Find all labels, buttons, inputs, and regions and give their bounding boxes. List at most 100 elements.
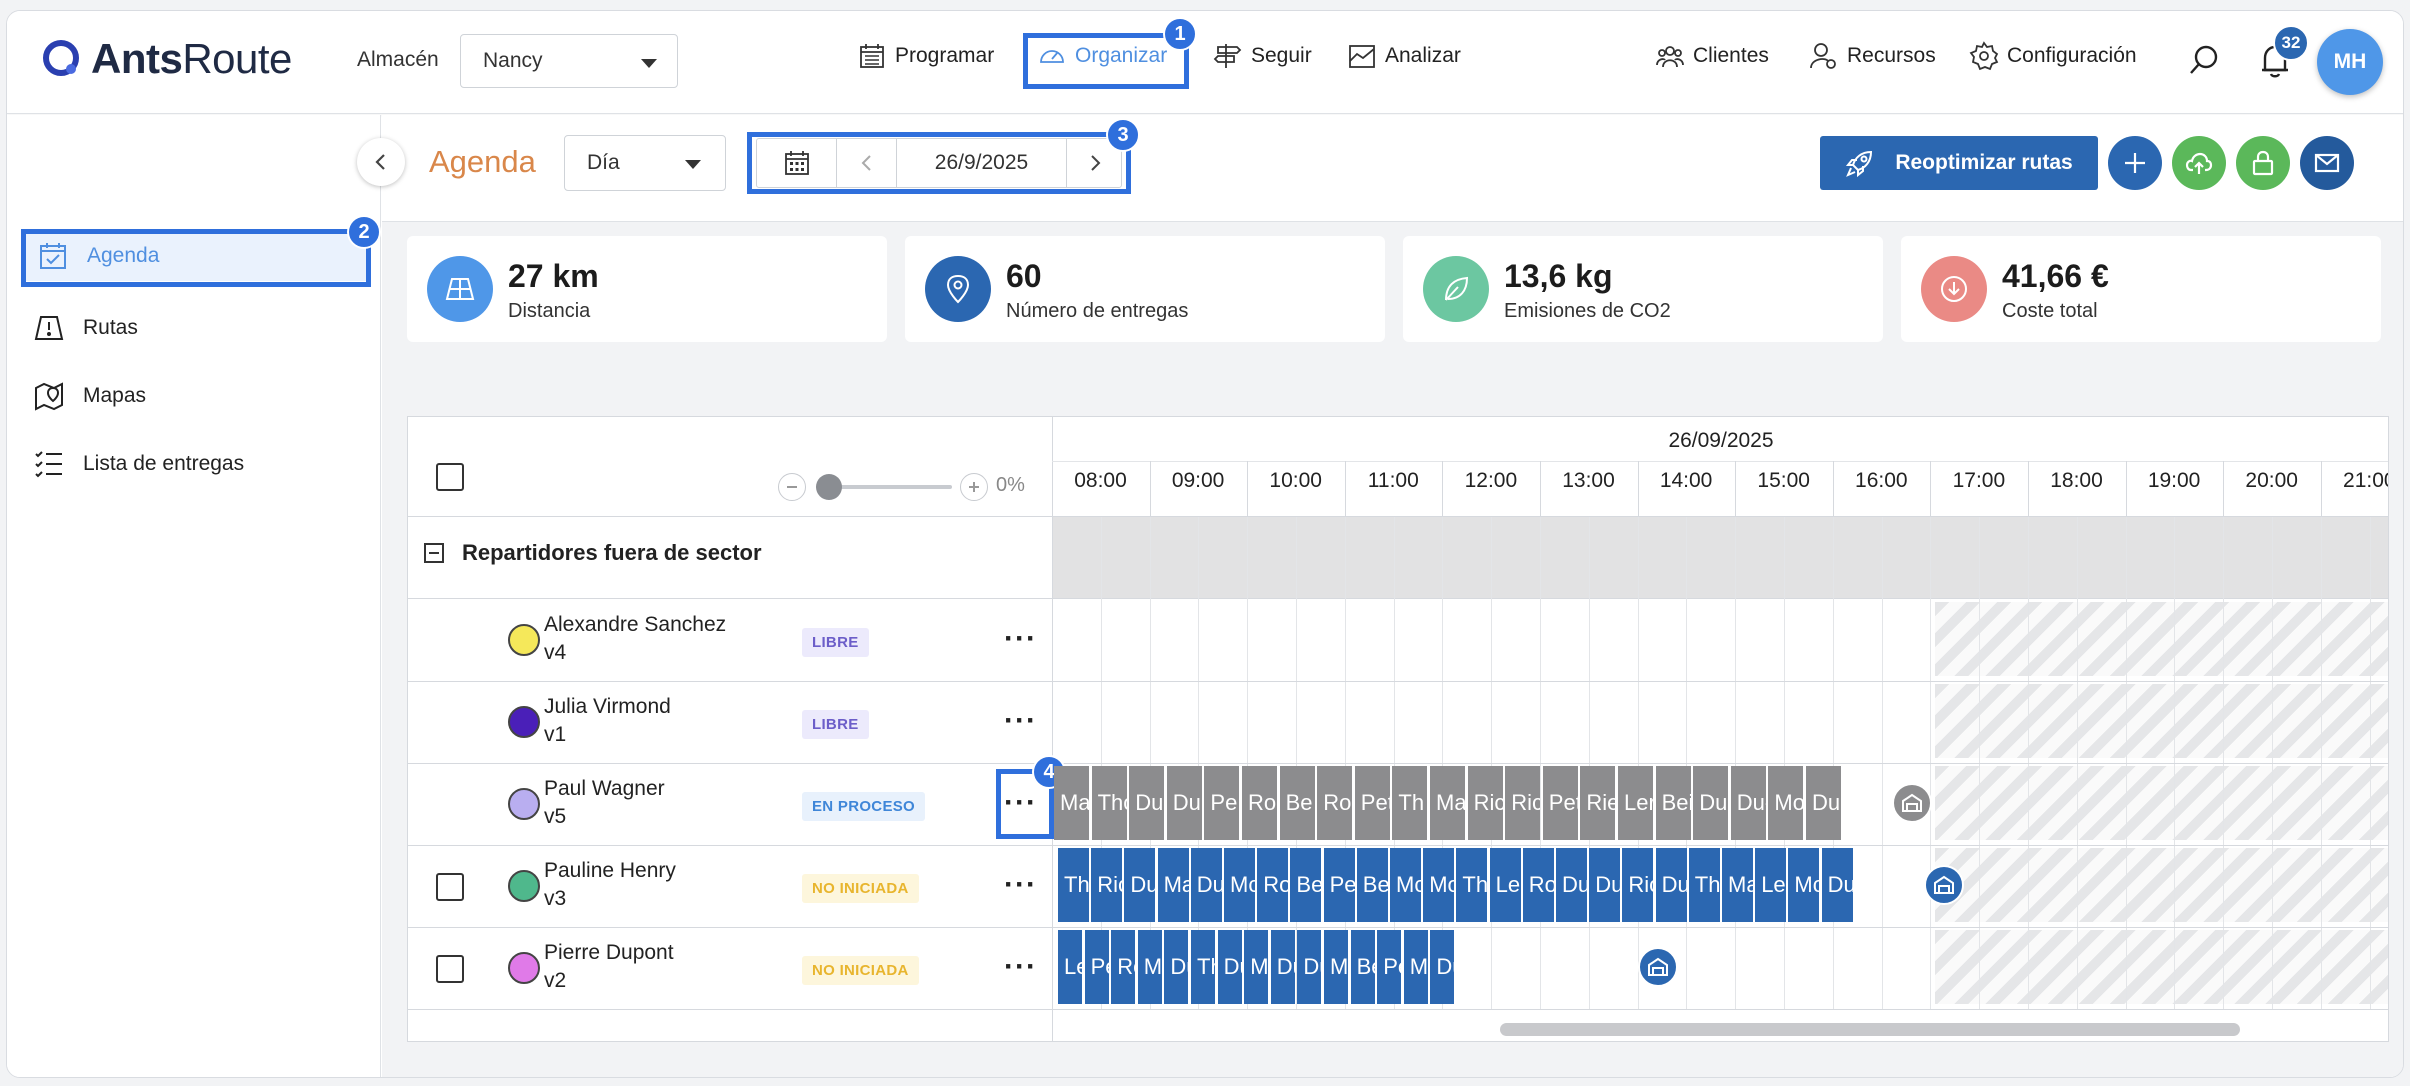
delivery-block[interactable]: Du- bbox=[1806, 766, 1841, 840]
delivery-block[interactable]: Rol bbox=[1111, 930, 1136, 1004]
delivery-block[interactable]: Pet bbox=[1354, 766, 1390, 840]
sidebar-item-agenda[interactable]: Agenda bbox=[25, 231, 367, 281]
table-row[interactable]: Paul Wagner v5 EN PROCESO ··· bbox=[408, 763, 1052, 845]
row-options-button[interactable]: ··· bbox=[1004, 704, 1037, 737]
delivery-block[interactable]: Be bbox=[1356, 848, 1388, 922]
date-value[interactable]: 26/9/2025 bbox=[897, 139, 1067, 187]
reoptimize-routes-button[interactable]: Reoptimizar rutas bbox=[1820, 136, 2098, 190]
delivery-block[interactable]: Rie bbox=[1580, 766, 1616, 840]
delivery-block[interactable]: Mc bbox=[1390, 848, 1421, 922]
delivery-block[interactable]: Ler bbox=[1058, 930, 1082, 1004]
delivery-block[interactable]: Du bbox=[1556, 848, 1587, 922]
row-options-button[interactable]: ··· bbox=[1004, 786, 1037, 819]
delivery-block[interactable]: Du bbox=[1270, 930, 1295, 1004]
row-checkbox[interactable] bbox=[436, 873, 464, 901]
delivery-block[interactable]: Bei bbox=[1655, 766, 1691, 840]
delivery-block[interactable]: Ma bbox=[1157, 848, 1189, 922]
delivery-block[interactable]: Th bbox=[1688, 848, 1720, 922]
delivery-block[interactable]: Mc bbox=[1403, 930, 1428, 1004]
delivery-block[interactable]: Be bbox=[1279, 766, 1315, 840]
next-day-button[interactable] bbox=[1068, 139, 1122, 187]
nav-recursos[interactable]: Recursos bbox=[1809, 41, 1936, 71]
search-button[interactable] bbox=[2187, 43, 2221, 82]
collapse-sidebar-button[interactable] bbox=[357, 138, 405, 186]
delivery-block[interactable]: Th bbox=[1456, 848, 1488, 922]
prev-day-button[interactable] bbox=[837, 139, 897, 187]
delivery-block[interactable]: Mo bbox=[1324, 930, 1348, 1004]
delivery-block[interactable]: Mo bbox=[1768, 766, 1804, 840]
table-row[interactable]: Julia Virmond v1 LIBRE ··· bbox=[408, 681, 1052, 763]
nav-programar[interactable]: Programar bbox=[857, 41, 994, 71]
delivery-block[interactable]: Du bbox=[1164, 930, 1189, 1004]
sidebar-item-mapas[interactable]: Mapas bbox=[33, 371, 146, 421]
logo[interactable]: AntsRoute bbox=[41, 35, 292, 83]
delivery-block[interactable]: Du- bbox=[1430, 930, 1455, 1004]
zoom-slider-track[interactable] bbox=[816, 485, 952, 489]
delivery-block[interactable]: Pet bbox=[1542, 766, 1578, 840]
delivery-block[interactable]: Mc bbox=[1788, 848, 1820, 922]
zoom-in-button[interactable] bbox=[960, 473, 988, 501]
row-options-button[interactable]: ··· bbox=[1004, 950, 1037, 983]
table-row[interactable]: Pauline Henry v3 NO INICIADA ··· bbox=[408, 845, 1052, 927]
delivery-block[interactable]: Ric bbox=[1505, 766, 1541, 840]
delivery-block[interactable]: Ric bbox=[1091, 848, 1123, 922]
delivery-block[interactable]: Du bbox=[1589, 848, 1621, 922]
delivery-block[interactable]: Ric bbox=[1622, 848, 1654, 922]
user-avatar[interactable]: MH bbox=[2317, 29, 2383, 95]
calendar-button[interactable] bbox=[757, 139, 837, 187]
group-collapse-toggle[interactable] bbox=[424, 543, 444, 563]
delivery-block[interactable]: Ma bbox=[1722, 848, 1753, 922]
delivery-block[interactable]: Rol bbox=[1317, 766, 1353, 840]
delivery-block[interactable]: Mc bbox=[1224, 848, 1255, 922]
horizontal-scrollbar[interactable] bbox=[1500, 1023, 2240, 1036]
zoom-out-button[interactable] bbox=[778, 473, 806, 501]
row-options-button[interactable]: ··· bbox=[1004, 868, 1037, 901]
delivery-block[interactable]: Du bbox=[1129, 766, 1165, 840]
row-checkbox[interactable] bbox=[436, 955, 464, 983]
delivery-block[interactable]: Pe bbox=[1323, 848, 1355, 922]
delivery-block[interactable]: Du bbox=[1297, 930, 1322, 1004]
nav-clientes[interactable]: Clientes bbox=[1655, 41, 1769, 71]
delivery-block[interactable]: Rol bbox=[1522, 848, 1554, 922]
delivery-block[interactable]: Ler bbox=[1618, 766, 1653, 840]
delivery-block[interactable]: Pe bbox=[1084, 930, 1109, 1004]
delivery-block[interactable]: Tho bbox=[1091, 766, 1127, 840]
warehouse-select[interactable]: Nancy bbox=[460, 34, 678, 88]
delivery-block[interactable]: Mc bbox=[1137, 930, 1162, 1004]
view-select[interactable]: Día bbox=[564, 135, 726, 191]
select-all-checkbox[interactable] bbox=[436, 463, 464, 491]
table-row[interactable]: Alexandre Sanchez v4 LIBRE ··· bbox=[408, 599, 1052, 681]
delivery-block[interactable]: Du bbox=[1655, 848, 1687, 922]
delivery-block[interactable]: Be bbox=[1350, 930, 1375, 1004]
nav-analizar[interactable]: Analizar bbox=[1347, 41, 1461, 71]
nav-seguir[interactable]: Seguir bbox=[1213, 41, 1312, 71]
delivery-block[interactable]: Pe bbox=[1377, 930, 1402, 1004]
delivery-block[interactable]: Pe bbox=[1204, 766, 1240, 840]
delivery-block[interactable]: Ro bbox=[1242, 766, 1277, 840]
delivery-block[interactable]: Ric bbox=[1467, 766, 1503, 840]
sidebar-item-rutas[interactable]: Rutas bbox=[33, 303, 138, 353]
table-row[interactable]: Pierre Dupont v2 NO INICIADA ··· bbox=[408, 927, 1052, 1009]
delivery-block[interactable]: Du bbox=[1821, 848, 1853, 922]
depot-return-marker[interactable] bbox=[1924, 865, 1964, 905]
delivery-block[interactable]: Le bbox=[1489, 848, 1521, 922]
delivery-block[interactable]: Du- bbox=[1730, 766, 1766, 840]
delivery-block[interactable]: Ma bbox=[1430, 766, 1465, 840]
delivery-block[interactable]: Du bbox=[1217, 930, 1242, 1004]
delivery-block[interactable]: Th bbox=[1058, 848, 1089, 922]
lock-button[interactable] bbox=[2236, 136, 2290, 190]
delivery-block[interactable]: Ma bbox=[1244, 930, 1269, 1004]
depot-return-marker[interactable] bbox=[1892, 783, 1932, 823]
row-options-button[interactable]: ··· bbox=[1004, 622, 1037, 655]
delivery-block[interactable]: Ma bbox=[1054, 766, 1089, 840]
delivery-block[interactable]: Du bbox=[1124, 848, 1156, 922]
delivery-block[interactable]: Du bbox=[1166, 766, 1202, 840]
nav-configuracion[interactable]: Configuración bbox=[1969, 41, 2137, 71]
depot-return-marker[interactable] bbox=[1638, 947, 1678, 987]
delivery-block[interactable]: Mo bbox=[1423, 848, 1455, 922]
zoom-slider-handle[interactable] bbox=[816, 474, 842, 500]
delivery-block[interactable]: Th bbox=[1392, 766, 1428, 840]
delivery-block[interactable]: Ler bbox=[1755, 848, 1787, 922]
upload-cloud-button[interactable] bbox=[2172, 136, 2226, 190]
delivery-block[interactable]: Be bbox=[1290, 848, 1322, 922]
